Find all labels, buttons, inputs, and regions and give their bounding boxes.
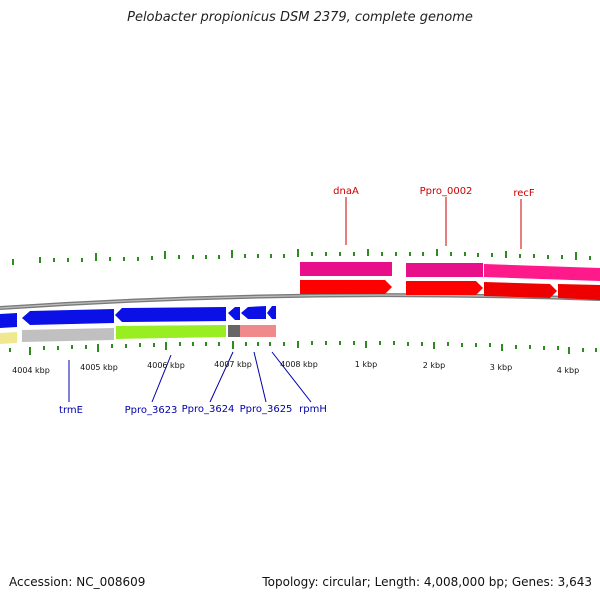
cds-recF[interactable] (484, 282, 557, 298)
forward-cds-track (300, 280, 600, 300)
cds-next[interactable] (558, 284, 600, 300)
cds-rpmH[interactable] (267, 306, 276, 319)
cds-ppro-3625[interactable] (241, 306, 266, 319)
gene-label-rpmH[interactable]: rpmH (299, 404, 327, 415)
top-callouts (345, 197, 522, 249)
genome-title: Pelobacter propionicus DSM 2379, complet… (127, 10, 473, 25)
ruler-label: 4005 kbp (80, 363, 118, 372)
gene-label-ppro-3623[interactable]: Ppro_3623 (125, 405, 178, 416)
gene-label-ppro-0002[interactable]: Ppro_0002 (420, 186, 473, 197)
bottom-callouts (68, 351, 312, 403)
gene-recF[interactable] (484, 264, 600, 281)
gene-ppro-3624[interactable] (228, 325, 240, 337)
ruler-label: 2 kbp (423, 361, 445, 370)
lower-ticks (9, 341, 597, 355)
gene-label-ppro-3624[interactable]: Ppro_3624 (182, 404, 235, 415)
cds-ppro-3624[interactable] (228, 307, 240, 320)
ruler-label: 1 kbp (355, 360, 377, 369)
ruler-label: 3 kbp (490, 363, 512, 372)
cds-left-edge[interactable] (0, 313, 17, 328)
ruler-label: 4007 kbp (214, 360, 252, 369)
genome-backbone (0, 293, 600, 310)
gene-trmE[interactable] (22, 328, 114, 342)
ruler-label: 4008 kbp (280, 360, 318, 369)
reverse-cds-track (0, 306, 276, 328)
upper-ticks (12, 249, 591, 265)
ruler-label: 4004 kbp (12, 366, 50, 375)
gene-label-trmE[interactable]: trmE (59, 405, 83, 416)
cds-ppro-3623[interactable] (115, 307, 226, 322)
gene-label-recF[interactable]: recF (513, 188, 535, 199)
forward-gene-track (300, 262, 600, 281)
topology-text: Topology: circular; Length: 4,008,000 bp… (262, 575, 592, 589)
gene-label-dnaA[interactable]: dnaA (333, 186, 359, 197)
reverse-gene-track (0, 325, 276, 344)
cds-trmE[interactable] (22, 309, 114, 325)
cds-dnaA[interactable] (300, 280, 392, 294)
gene-ppro-0002[interactable] (406, 263, 483, 277)
gene-ppro-3623[interactable] (116, 325, 226, 339)
ruler-label: 4006 kbp (147, 361, 185, 370)
gene-ppro-3625[interactable] (240, 325, 276, 337)
ruler-label: 4 kbp (557, 366, 579, 375)
gene-left-edge[interactable] (0, 332, 17, 344)
cds-ppro-0002[interactable] (406, 281, 483, 295)
accession-text: Accession: NC_008609 (9, 575, 146, 589)
gene-label-ppro-3625[interactable]: Ppro_3625 (240, 404, 293, 415)
gene-dnaA[interactable] (300, 262, 392, 276)
